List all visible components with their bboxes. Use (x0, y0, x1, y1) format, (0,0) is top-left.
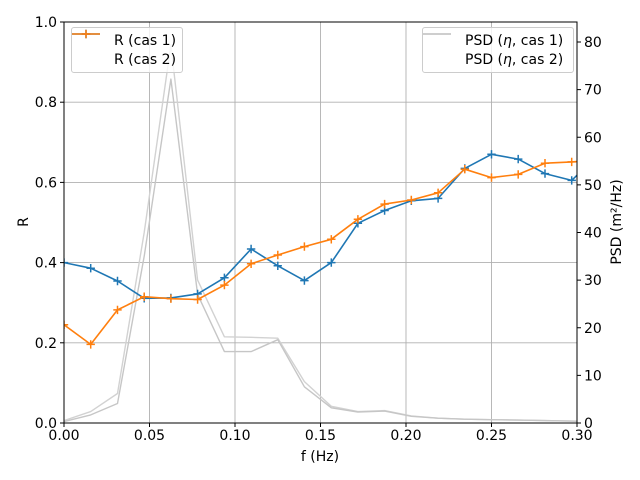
eta-symbol: η (503, 32, 512, 49)
x-axis-label: f (Hz) (300, 449, 340, 465)
series-line-3 (64, 78, 577, 423)
y-right-tick-label: 10 (584, 368, 602, 384)
legend-label-r-cas2: R (cas 2) (114, 51, 177, 68)
x-tick-label: 0.25 (476, 428, 507, 444)
y-right-tick-label: 60 (584, 130, 602, 146)
y-left-tick-label: 0.0 (35, 416, 57, 432)
y-right-tick-label: 20 (584, 321, 602, 337)
y-left-tick-label: 0.6 (35, 175, 57, 191)
series-markers-1 (64, 157, 576, 349)
y-axis-label-right: PSD (m²/Hz) (609, 179, 625, 265)
y-right-tick-label: 80 (584, 35, 602, 51)
legend-item-psd-cas2: PSD (η, cas 2) (423, 33, 566, 69)
x-tick-label: 0.10 (219, 428, 250, 444)
legend-label-psd-cas2: PSD (η, cas 2) (465, 51, 564, 68)
y-left-tick-label: 0.2 (35, 336, 57, 352)
y-right-tick-label: 0 (584, 416, 593, 432)
y-right-tick-label: 40 (584, 226, 602, 242)
y-left-tick-label: 1.0 (35, 15, 57, 31)
x-tick-label: 0.30 (561, 428, 592, 444)
legend-line-sample-psd-cas2 (423, 33, 458, 66)
y-right-tick-label: 50 (584, 178, 602, 194)
eta-symbol: η (503, 51, 512, 68)
legend-item-r-cas2: R (cas 2) (72, 29, 177, 69)
x-tick-label: 0.15 (305, 428, 336, 444)
legend-label-psd-cas1: PSD (η, cas 1) (465, 32, 564, 49)
x-tick-label: 0.20 (390, 428, 421, 444)
x-tick-label: 0.00 (48, 428, 79, 444)
legend-label-r-cas1: R (cas 1) (114, 32, 177, 49)
legend-line-sample-r-cas2 (72, 29, 107, 66)
y-left-tick-label: 0.4 (35, 256, 57, 272)
legend-r: R (cas 1) R (cas 2) (71, 27, 183, 73)
x-tick-label: 0.05 (134, 428, 165, 444)
y-right-tick-label: 70 (584, 83, 602, 99)
y-axis-label-left: R (16, 217, 32, 227)
legend-item-psd-cas1: PSD (η, cas 1) (423, 31, 566, 50)
y-right-tick-label: 30 (584, 273, 602, 289)
y-left-tick-label: 0.8 (35, 95, 57, 111)
legend-psd: PSD (η, cas 1) PSD (η, cas 2) (422, 27, 574, 73)
